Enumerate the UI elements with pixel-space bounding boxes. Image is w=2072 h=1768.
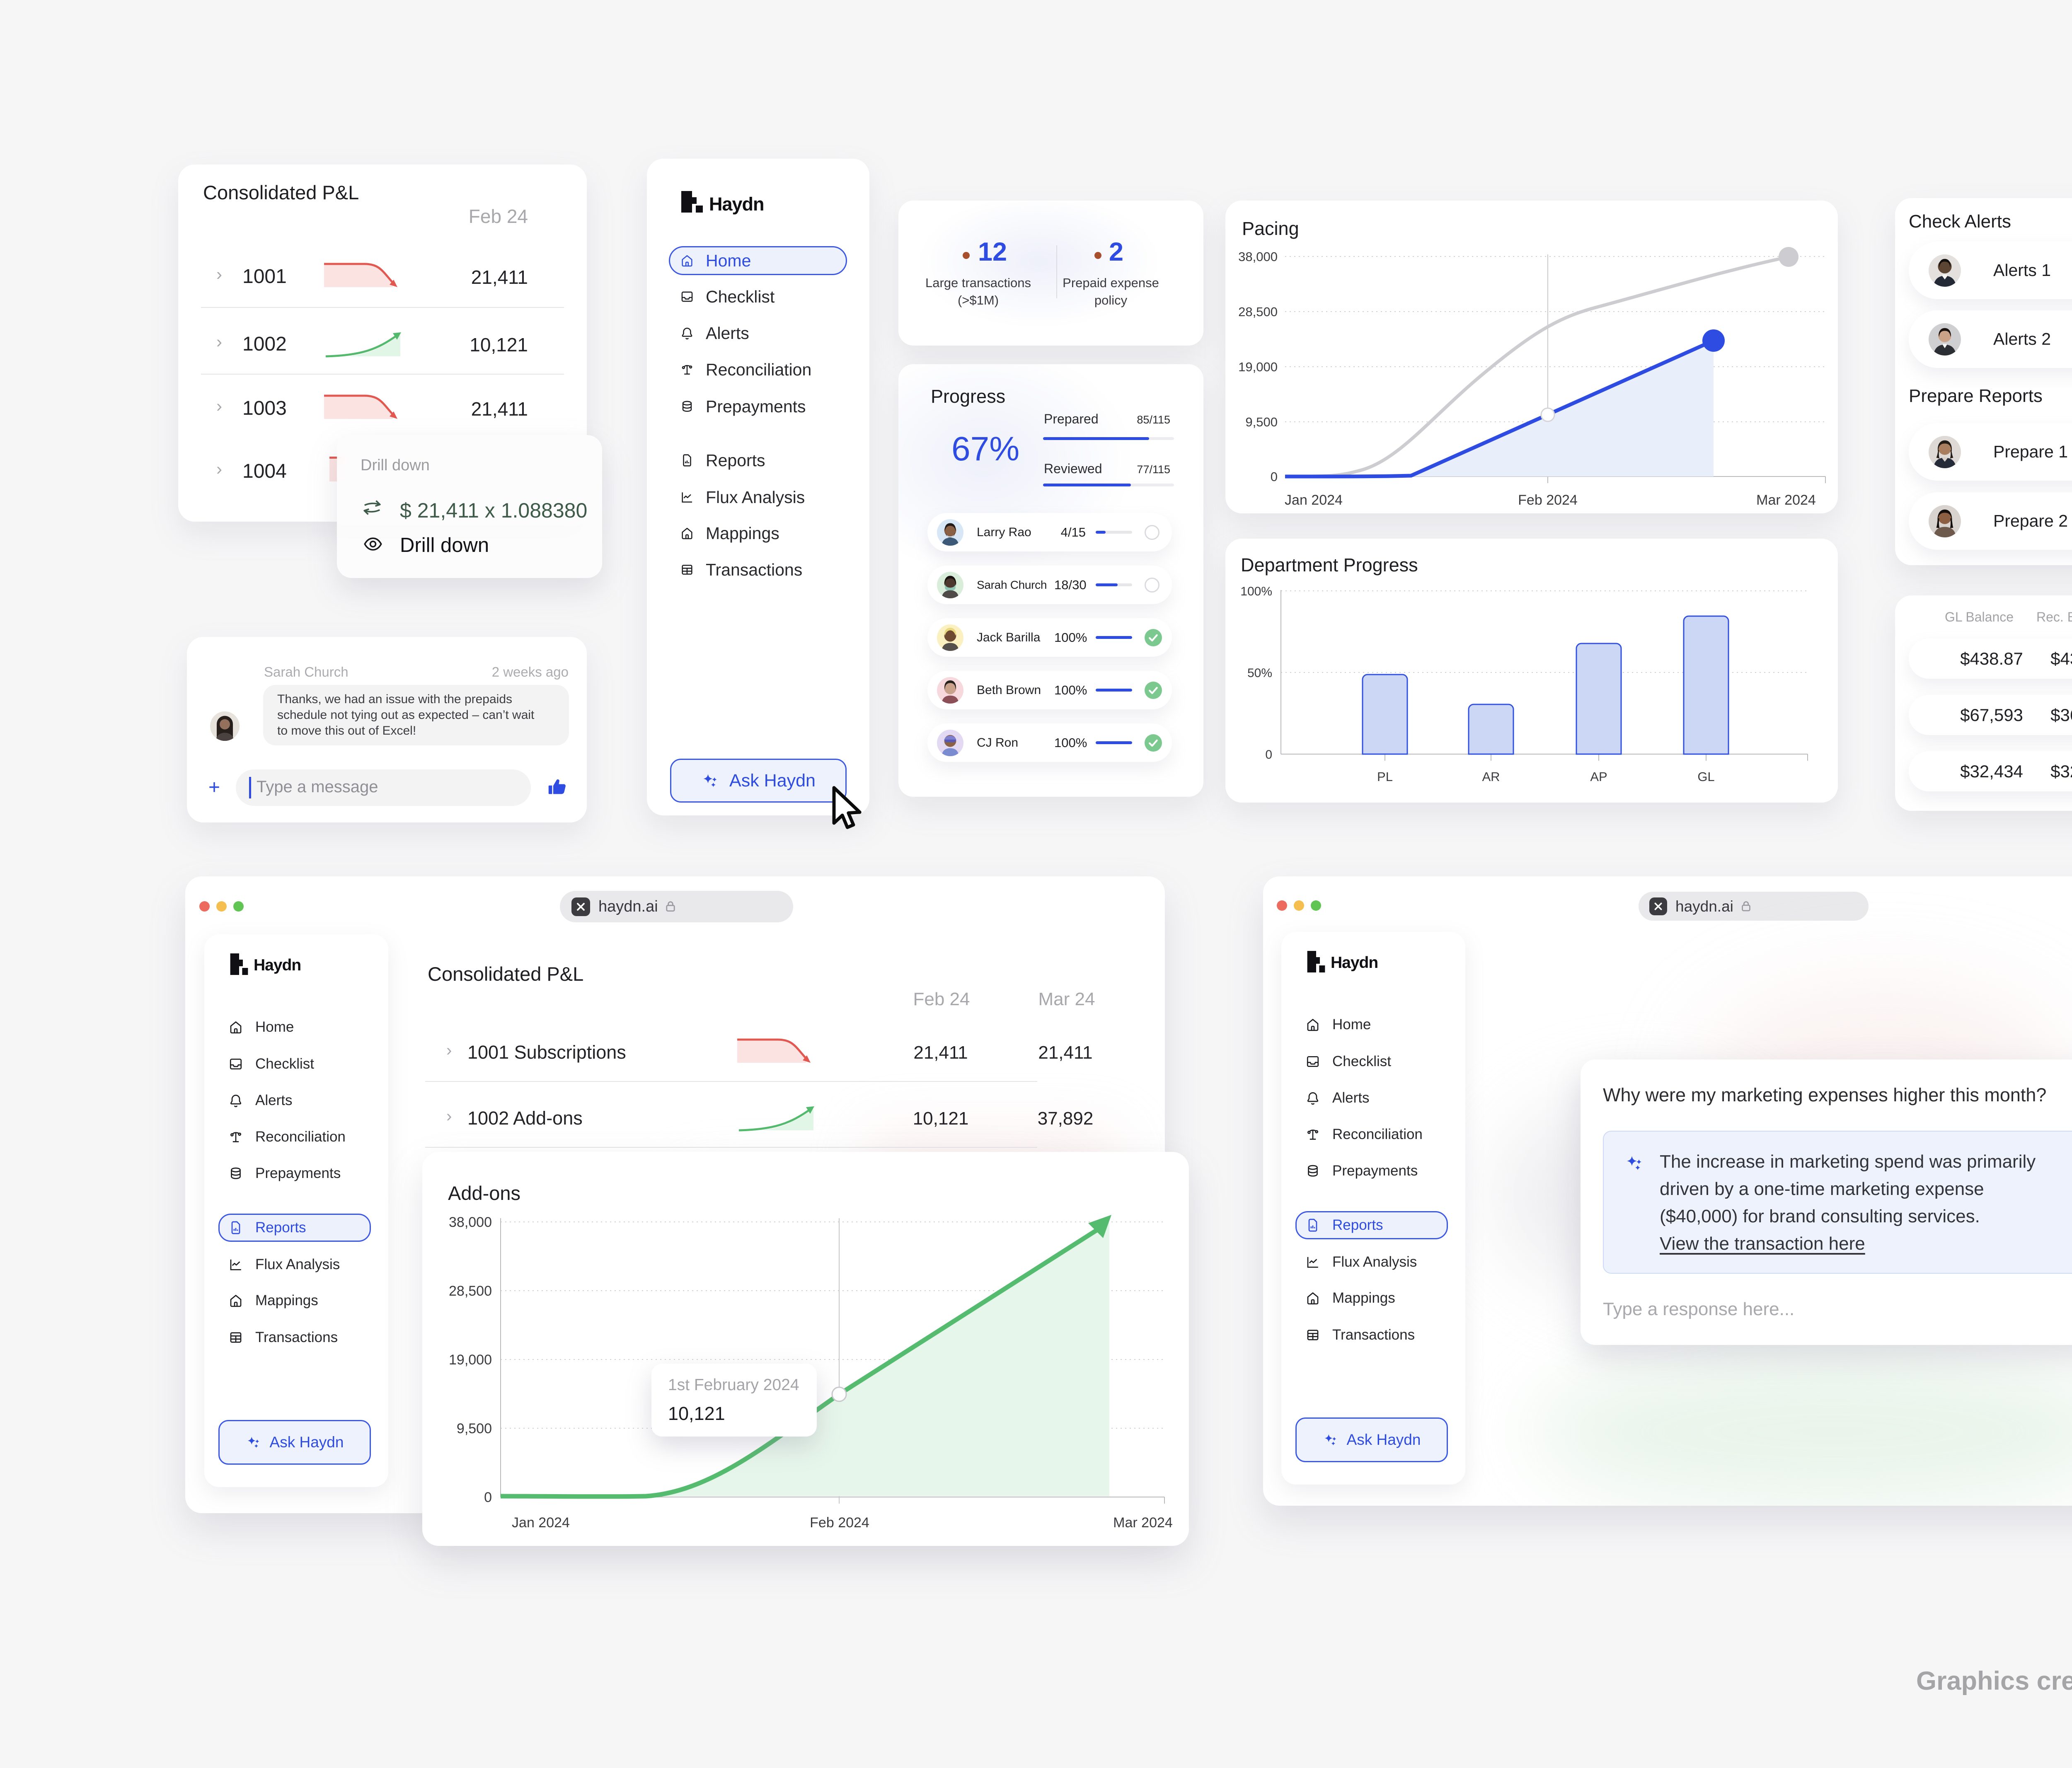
svg-text:PL: PL (1377, 769, 1393, 784)
svg-text:38,000: 38,000 (449, 1214, 492, 1230)
svg-text:0: 0 (1271, 469, 1278, 484)
svg-text:AP: AP (1590, 769, 1607, 784)
svg-text:28,500: 28,500 (449, 1283, 492, 1299)
svg-text:Jan 2024: Jan 2024 (1285, 492, 1343, 508)
svg-text:Feb 2024: Feb 2024 (810, 1515, 869, 1531)
svg-text:9,500: 9,500 (457, 1421, 492, 1437)
svg-text:19,000: 19,000 (1238, 360, 1278, 374)
svg-text:Feb 2024: Feb 2024 (1518, 492, 1578, 508)
svg-text:Jan 2024: Jan 2024 (512, 1515, 570, 1531)
svg-text:28,500: 28,500 (1238, 305, 1278, 319)
svg-text:GL: GL (1697, 769, 1714, 784)
svg-text:Mar 2024: Mar 2024 (1113, 1515, 1173, 1531)
svg-text:50%: 50% (1247, 666, 1272, 680)
svg-text:19,000: 19,000 (449, 1352, 492, 1368)
svg-text:100%: 100% (1240, 585, 1272, 598)
svg-text:0: 0 (1265, 748, 1272, 762)
svg-text:AR: AR (1482, 769, 1500, 784)
svg-text:38,000: 38,000 (1238, 249, 1278, 264)
svg-text:Mar 2024: Mar 2024 (1756, 492, 1816, 508)
svg-text:0: 0 (484, 1490, 492, 1505)
svg-text:9,500: 9,500 (1245, 415, 1278, 429)
